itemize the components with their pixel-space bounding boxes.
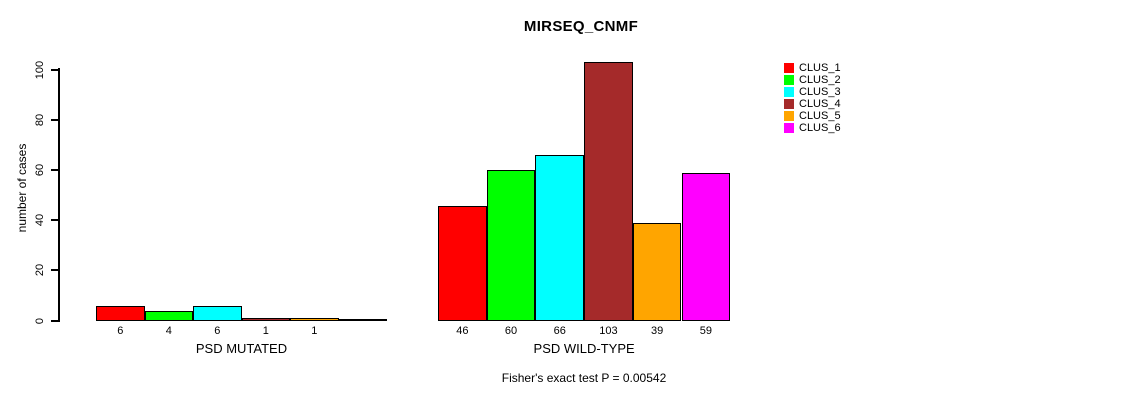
- legend-swatch-icon: [784, 99, 794, 109]
- bar-value-label: 1: [311, 325, 318, 337]
- bar-value-label: 39: [651, 325, 664, 337]
- y-tick: [51, 319, 58, 322]
- legend-swatch-icon: [784, 63, 794, 73]
- y-axis-line: [58, 68, 60, 322]
- y-tick-label: 40: [34, 213, 46, 227]
- bar-clus_1: [438, 206, 487, 321]
- bar-clus_5: [632, 223, 682, 321]
- legend-label: CLUS_5: [799, 110, 841, 122]
- bar-clus_1: [96, 306, 145, 321]
- legend-swatch-icon: [784, 123, 794, 133]
- y-tick-label: 60: [34, 163, 46, 177]
- y-tick-label: 80: [34, 113, 46, 126]
- bar-value-label: 103: [599, 325, 618, 337]
- legend-entry-clus_3: CLUS_3: [784, 86, 841, 98]
- legend-entry-clus_6: CLUS_6: [784, 122, 841, 134]
- group-label-psd-mutated: PSD MUTATED: [195, 341, 288, 356]
- y-tick: [51, 118, 58, 121]
- bar-clus_5: [290, 318, 339, 321]
- group-label-psd-wild-type: PSD WILD-TYPE: [533, 341, 635, 356]
- bar-clus_6-zero: [338, 319, 387, 321]
- legend-swatch-icon: [784, 87, 794, 97]
- bar-clus_2: [486, 170, 536, 321]
- legend-label: CLUS_1: [799, 62, 841, 74]
- bar-value-label: 4: [165, 325, 172, 337]
- legend-swatch-icon: [784, 75, 794, 85]
- bar-value-label: 66: [553, 325, 566, 337]
- fisher-test-caption: Fisher's exact test P = 0.00542: [501, 371, 667, 385]
- bar-clus_3: [535, 155, 585, 321]
- y-tick: [51, 269, 58, 272]
- y-tick: [51, 68, 58, 71]
- bar-value-label: 6: [214, 325, 221, 337]
- legend-label: CLUS_6: [799, 122, 841, 134]
- legend-label: CLUS_4: [799, 98, 841, 110]
- bar-clus_2: [144, 311, 193, 321]
- y-tick-label: 100: [34, 60, 46, 79]
- legend: CLUS_1 CLUS_2 CLUS_3 CLUS_4 CLUS_5 CLUS_6: [784, 62, 841, 134]
- legend-entry-clus_1: CLUS_1: [784, 62, 841, 74]
- legend-swatch-icon: [784, 111, 794, 121]
- legend-label: CLUS_2: [799, 74, 841, 86]
- y-tick: [51, 219, 58, 222]
- bar-clus_6: [681, 173, 731, 321]
- bar-value-label: 59: [699, 325, 712, 337]
- y-tick-label: 0: [34, 317, 46, 324]
- y-tick: [51, 168, 58, 171]
- legend-entry-clus_5: CLUS_5: [784, 110, 841, 122]
- chart-title: MIRSEQ_CNMF: [523, 18, 639, 35]
- legend-entry-clus_4: CLUS_4: [784, 98, 841, 110]
- bar-value-label: 46: [456, 325, 469, 337]
- y-axis-label: number of cases: [15, 143, 29, 233]
- bar-clus_4: [584, 62, 633, 321]
- y-tick-label: 20: [34, 264, 46, 277]
- legend-entry-clus_2: CLUS_2: [784, 74, 841, 86]
- bar-value-label: 60: [504, 325, 518, 337]
- bar-clus_3: [193, 306, 242, 321]
- legend-label: CLUS_3: [799, 86, 841, 98]
- bar-value-label: 1: [262, 325, 269, 337]
- bar-value-label: 6: [117, 325, 124, 337]
- bar-clus_4: [241, 318, 290, 321]
